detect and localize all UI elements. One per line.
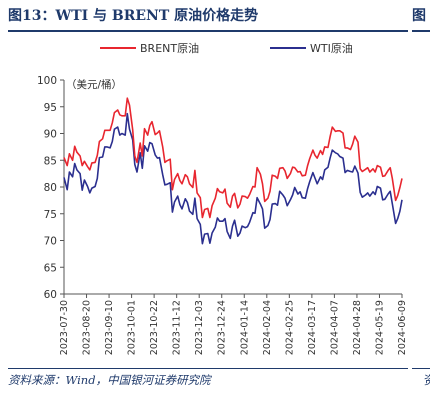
x-tick-label: 2023-07-30 [59,300,70,355]
y-tick-label: 85 [44,155,57,167]
chart-title: 图13：WTI 与 BRENT 原油价格走势 [8,8,259,24]
legend-label-brent: BRENT原油 [140,42,200,55]
title-divider [8,30,408,32]
next-figure-title-stub: 图 [412,8,426,24]
series-layer [63,97,403,245]
source-note: 资料来源：Wind，中国银河证券研究院 [8,373,211,387]
x-tick-label: 2023-12-03 [194,300,205,355]
x-tick-label: 2024-04-28 [352,300,363,355]
x-tick-label: 2024-01-14 [239,300,250,355]
series-line-wti [63,112,403,245]
legend-item-wti: WTI原油 [270,40,353,56]
y-tick-label: 70 [44,236,57,248]
y-tick-label: 90 [44,129,57,141]
x-tick-label: 2024-02-25 [284,300,295,355]
series-line-brent [63,97,403,219]
legend-label-wti: WTI原油 [310,42,353,55]
x-tick-label: 2023-09-10 [104,300,115,355]
x-tick-label: 2023-10-01 [127,300,138,355]
x-tick-label: 2023-08-20 [82,300,93,355]
x-tick-label: 2024-03-17 [307,300,318,355]
legend-swatch-brent [100,47,136,49]
y-tick-label: 95 [44,102,57,114]
y-tick-label: 65 [44,262,57,274]
x-tick-label: 2023-10-22 [149,300,160,355]
next-source-stub: 资 [424,373,430,387]
y-tick-label: 75 [44,209,57,221]
source-divider [8,368,408,369]
y-axis-label: （美元/桶） [66,78,122,91]
next-source-divider [412,368,430,369]
x-tick-label: 2024-02-04 [262,300,273,355]
x-tick-label: 2024-05-19 [374,300,385,355]
y-tick-label: 60 [44,289,57,301]
axes: 60 65 70 75 80 85 90 95 100 2023-07-30 2023-08-20 2… [37,75,408,355]
x-tick-label: 2024-04-07 [329,300,340,355]
y-tick-label: 80 [44,182,57,194]
legend-item-brent: BRENT原油 [100,40,199,56]
x-tick-label: 2023-11-12 [172,300,183,355]
next-figure-divider [412,30,430,32]
x-tick-label: 2024-06-09 [397,300,408,355]
y-tick-label: 100 [37,75,57,87]
legend-swatch-wti [270,47,306,49]
x-tick-label: 2023-12-24 [217,300,228,355]
